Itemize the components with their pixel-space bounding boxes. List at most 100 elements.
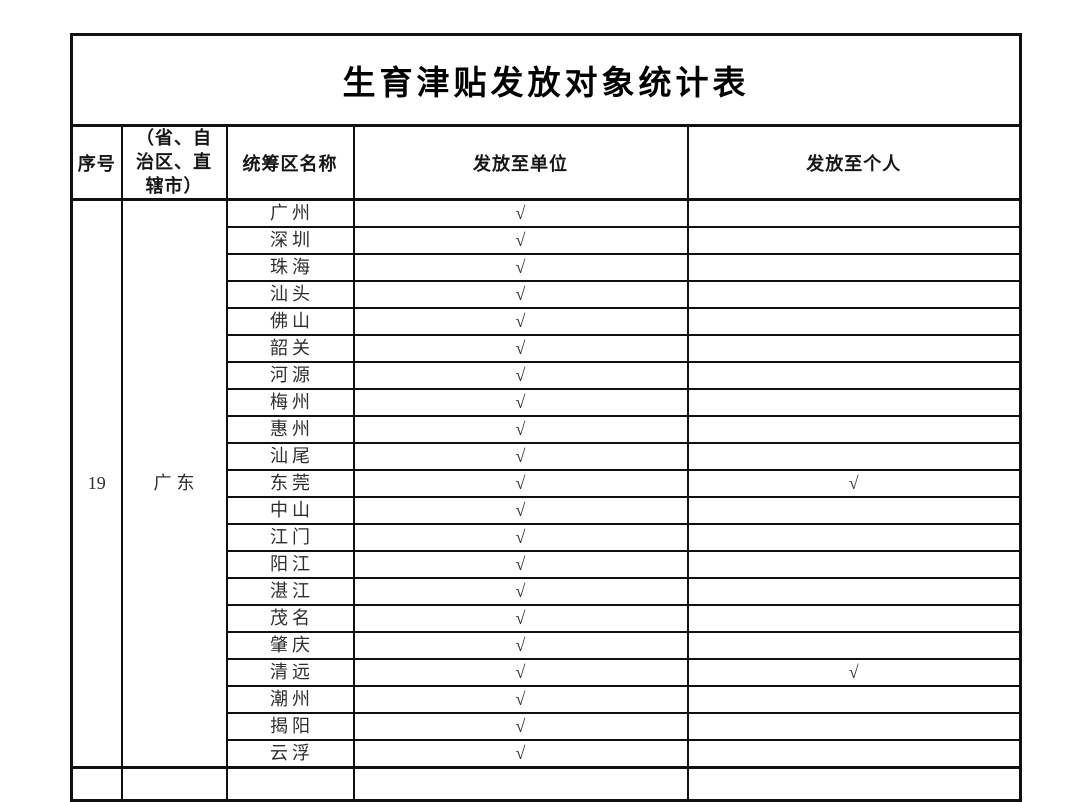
to-unit-cell: √ xyxy=(352,415,689,445)
to-unit-cell: √ xyxy=(352,577,689,607)
to-person-cell xyxy=(686,334,1022,364)
to-person-cell xyxy=(686,685,1022,715)
to-person-cell xyxy=(686,604,1022,634)
region-cell xyxy=(225,766,355,802)
region-cell: 汕尾 xyxy=(225,442,355,472)
column-header-to-unit: 发放至单位 xyxy=(352,124,689,202)
region-cell: 河源 xyxy=(225,361,355,391)
header-row: 序号 （省、自 治区、直 辖市） 统筹区名称 发放至单位 发放至个人 xyxy=(70,124,1022,202)
region-cell: 中山 xyxy=(225,496,355,526)
table-row: 韶关 √ xyxy=(72,334,1022,364)
table-row: 汕尾 √ xyxy=(72,442,1022,472)
table-row: 19 广东 广州 √ xyxy=(70,198,1022,769)
table-row: 深圳 √ xyxy=(72,226,1022,256)
to-unit-cell: √ xyxy=(352,658,689,688)
to-unit-cell: √ xyxy=(352,685,689,715)
table-row: 揭阳 √ xyxy=(72,712,1022,742)
table-row: 阳江 √ xyxy=(72,550,1022,580)
to-unit-cell: √ xyxy=(352,388,689,418)
table-title: 生育津贴发放对象统计表 xyxy=(70,33,1022,127)
to-person-cell xyxy=(686,577,1022,607)
region-cell: 广州 xyxy=(225,198,355,229)
table-row: 珠海 √ xyxy=(72,253,1022,283)
region-cell: 深圳 xyxy=(225,226,355,256)
to-unit-cell: √ xyxy=(352,469,689,499)
to-person-cell xyxy=(686,550,1022,580)
to-unit-cell: √ xyxy=(352,253,689,283)
table-row: 清远 √ √ xyxy=(72,658,1022,688)
to-unit-cell: √ xyxy=(352,442,689,472)
to-person-cell xyxy=(686,739,1022,769)
region-cell: 江门 xyxy=(225,523,355,553)
to-unit-cell: √ xyxy=(352,550,689,580)
statistics-table: 生育津贴发放对象统计表 序号 （省、自 治区、直 辖市） 统筹区名称 发放至单位… xyxy=(70,33,1022,802)
to-unit-cell: √ xyxy=(352,280,689,310)
to-person-cell: √ xyxy=(686,469,1022,499)
table-row: 湛江 √ xyxy=(72,577,1022,607)
to-unit-cell: √ xyxy=(352,361,689,391)
to-person-cell xyxy=(686,415,1022,445)
page: { "page": { "background_color": "#ffffff… xyxy=(70,33,1022,802)
table-row: 惠州 √ xyxy=(72,415,1022,445)
serial-cell xyxy=(70,766,123,802)
region-cell: 东莞 xyxy=(225,469,355,499)
to-person-cell xyxy=(686,712,1022,742)
table-row: 肇庆 √ xyxy=(72,631,1022,661)
table-row: 茂名 √ xyxy=(72,604,1022,634)
table-row: 佛山 √ xyxy=(72,307,1022,337)
next-section-row xyxy=(70,766,1022,802)
region-cell: 揭阳 xyxy=(225,712,355,742)
table-row: 东莞 √ √ xyxy=(72,469,1022,499)
to-person-cell xyxy=(686,631,1022,661)
to-unit-cell: √ xyxy=(352,523,689,553)
to-person-cell xyxy=(686,388,1022,418)
to-person-cell xyxy=(686,361,1022,391)
to-person-cell xyxy=(686,523,1022,553)
to-person-cell xyxy=(686,766,1022,802)
to-person-cell xyxy=(686,198,1022,229)
to-person-cell xyxy=(686,496,1022,526)
to-unit-cell: √ xyxy=(352,712,689,742)
to-unit-cell: √ xyxy=(352,631,689,661)
region-cell: 阳江 xyxy=(225,550,355,580)
column-header-to-person: 发放至个人 xyxy=(686,124,1022,202)
region-cell: 潮州 xyxy=(225,685,355,715)
to-unit-cell: √ xyxy=(352,226,689,256)
column-header-province: （省、自 治区、直 辖市） xyxy=(120,124,228,202)
region-cell: 湛江 xyxy=(225,577,355,607)
province-cell: 广东 xyxy=(120,198,228,769)
to-person-cell: √ xyxy=(686,658,1022,688)
table-row: 河源 √ xyxy=(72,361,1022,391)
to-person-cell xyxy=(686,226,1022,256)
table-body: 生育津贴发放对象统计表 序号 （省、自 治区、直 辖市） 统筹区名称 发放至单位… xyxy=(70,33,1022,802)
table-row: 江门 √ xyxy=(72,523,1022,553)
to-unit-cell: √ xyxy=(352,739,689,769)
to-unit-cell: √ xyxy=(352,334,689,364)
to-unit-cell xyxy=(352,766,689,802)
to-unit-cell: √ xyxy=(352,198,689,229)
to-person-cell xyxy=(686,442,1022,472)
serial-cell: 19 xyxy=(70,198,123,769)
to-unit-cell: √ xyxy=(352,604,689,634)
region-cell: 清远 xyxy=(225,658,355,688)
region-cell: 云浮 xyxy=(225,739,355,769)
region-cell: 佛山 xyxy=(225,307,355,337)
column-header-region: 统筹区名称 xyxy=(225,124,355,202)
region-cell: 梅州 xyxy=(225,388,355,418)
table-row: 中山 √ xyxy=(72,496,1022,526)
to-person-cell xyxy=(686,280,1022,310)
region-cell: 珠海 xyxy=(225,253,355,283)
title-row: 生育津贴发放对象统计表 xyxy=(70,33,1022,127)
table-row: 云浮 √ xyxy=(72,739,1022,769)
to-person-cell xyxy=(686,307,1022,337)
region-cell: 茂名 xyxy=(225,604,355,634)
column-header-serial: 序号 xyxy=(70,124,123,202)
region-cell: 惠州 xyxy=(225,415,355,445)
to-unit-cell: √ xyxy=(352,307,689,337)
region-cell: 肇庆 xyxy=(225,631,355,661)
to-person-cell xyxy=(686,253,1022,283)
region-cell: 韶关 xyxy=(225,334,355,364)
table-row: 潮州 √ xyxy=(72,685,1022,715)
table-row: 汕头 √ xyxy=(72,280,1022,310)
province-cell xyxy=(120,766,228,802)
